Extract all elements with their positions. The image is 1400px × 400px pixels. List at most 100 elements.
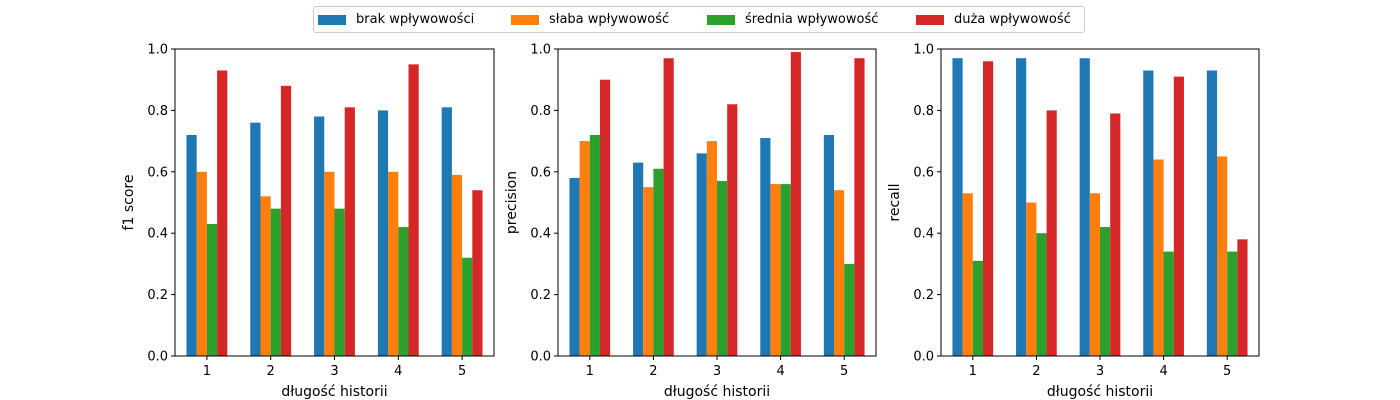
bar (1237, 239, 1248, 356)
bar (1046, 110, 1057, 357)
bar (398, 227, 409, 356)
bar (653, 168, 664, 356)
bar (1206, 70, 1218, 357)
x-tick-label: 2 (649, 364, 657, 379)
bar (334, 208, 345, 356)
bar (344, 107, 355, 356)
legend-item-brak: brak wpływowości (318, 7, 474, 32)
x-tick-label: 5 (1223, 364, 1231, 379)
y-tick-label: 0.4 (147, 227, 168, 242)
bar (1173, 76, 1184, 356)
legend-item-srednia: średnia wpływowość (707, 7, 878, 32)
y-tick-label: 0.6 (530, 165, 551, 180)
bar (1016, 58, 1027, 357)
legend-swatch (511, 14, 539, 25)
x-tick-label: 4 (1159, 364, 1167, 379)
bar (186, 134, 197, 356)
bar (780, 184, 791, 356)
bar (760, 138, 771, 356)
y-tick-label: 0.0 (530, 350, 551, 365)
legend-swatch (707, 14, 735, 25)
bar (823, 134, 835, 356)
bar (696, 153, 707, 356)
bar (196, 171, 207, 356)
bar (633, 162, 644, 356)
bar (451, 174, 463, 356)
bar (569, 177, 580, 356)
bar (472, 190, 483, 356)
legend-label: duża wpływowość (954, 12, 1071, 27)
bar (854, 58, 865, 357)
x-axis-label: długość historii (664, 384, 770, 400)
y-tick-label: 1.0 (913, 43, 934, 58)
x-tick-label: 5 (458, 364, 466, 379)
y-tick-label: 0.8 (913, 104, 934, 119)
bar (589, 134, 600, 356)
bar (962, 193, 973, 356)
legend-label: średnia wpływowość (745, 12, 879, 27)
x-tick-label: 3 (1096, 364, 1104, 379)
bar (1110, 113, 1121, 356)
bar (1089, 193, 1100, 356)
x-tick-label: 3 (330, 364, 338, 379)
x-tick-label: 5 (840, 364, 848, 379)
bar (260, 196, 271, 356)
y-axis-label: f1 score (121, 175, 137, 231)
x-tick-label: 1 (586, 364, 594, 379)
bar (270, 208, 281, 356)
bar (408, 64, 419, 356)
x-tick-label: 1 (969, 364, 977, 379)
bar (790, 52, 801, 356)
y-tick-label: 0.6 (147, 165, 168, 180)
bar (982, 61, 994, 356)
bar (663, 58, 674, 357)
legend-label: brak wpływowości (356, 12, 475, 27)
y-tick-label: 0.0 (147, 350, 168, 365)
chart-legend: brak wpływowości słaba wpływowość średni… (313, 6, 1085, 33)
bar (834, 190, 845, 356)
legend-label: słaba wpływowość (549, 12, 670, 27)
y-tick-label: 0.4 (913, 227, 934, 242)
bar (206, 223, 218, 356)
bar (1079, 58, 1090, 357)
y-tick-label: 0.8 (530, 104, 551, 119)
legend-swatch (318, 14, 346, 25)
bar (1163, 251, 1174, 356)
x-tick-label: 1 (203, 364, 211, 379)
bar (844, 263, 855, 356)
bar (217, 70, 228, 357)
x-axis-label: długość historii (281, 384, 387, 400)
bar (377, 110, 389, 357)
x-tick-label: 3 (713, 364, 721, 379)
bar (1227, 251, 1238, 356)
legend-item-duza: duża wpływowość (916, 7, 1071, 32)
y-tick-label: 0.2 (147, 288, 168, 303)
x-tick-label: 4 (776, 364, 784, 379)
legend-item-slaba: słaba wpływowość (511, 7, 669, 32)
bar (770, 184, 781, 356)
y-axis-label: precision (504, 171, 520, 234)
bar (314, 116, 325, 356)
bar (462, 257, 473, 356)
bar (972, 260, 983, 356)
bar (952, 58, 963, 357)
bar (579, 141, 590, 356)
bar (441, 107, 452, 356)
bar (717, 181, 728, 356)
bar (727, 104, 738, 356)
x-tick-label: 2 (1032, 364, 1040, 379)
y-tick-label: 0.2 (913, 288, 934, 303)
y-tick-label: 1.0 (147, 43, 168, 58)
x-tick-label: 4 (394, 364, 402, 379)
bar (706, 141, 717, 356)
y-tick-label: 0.2 (530, 288, 551, 303)
bar (250, 122, 261, 357)
y-tick-label: 0.8 (147, 104, 168, 119)
y-tick-label: 1.0 (530, 43, 551, 58)
bar (1036, 233, 1047, 356)
bar (643, 187, 654, 356)
bar (1217, 156, 1228, 356)
bar (1153, 159, 1164, 356)
bar (1143, 70, 1154, 357)
